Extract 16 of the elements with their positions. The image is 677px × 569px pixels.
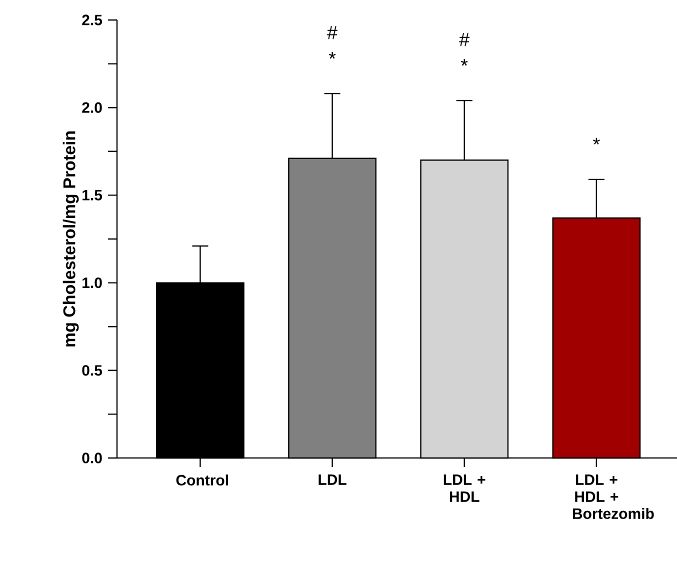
x-tick-label: LDL + HDL + Bortezomib (572, 474, 654, 519)
annotation: * (328, 52, 336, 59)
x-tick-label: LDL (318, 474, 346, 485)
y-axis-title: mg Cholesterol/mg Protein (62, 131, 79, 346)
x-tick-label: Control (176, 474, 228, 486)
annotation: # (459, 33, 470, 46)
annotation: # (327, 26, 338, 40)
y-tick-label: 2.0 (82, 102, 102, 113)
y-tick-label: 1.0 (82, 277, 102, 288)
annotation: * (593, 138, 600, 145)
annotation: * (460, 59, 468, 66)
y-tick-label: 2.5 (82, 14, 102, 26)
x-tick-label: LDL + HDL (444, 474, 486, 502)
y-tick-label: 0.5 (82, 365, 102, 376)
y-tick-label: 1.5 (82, 190, 102, 200)
y-tick-label: 0.0 (82, 452, 102, 464)
